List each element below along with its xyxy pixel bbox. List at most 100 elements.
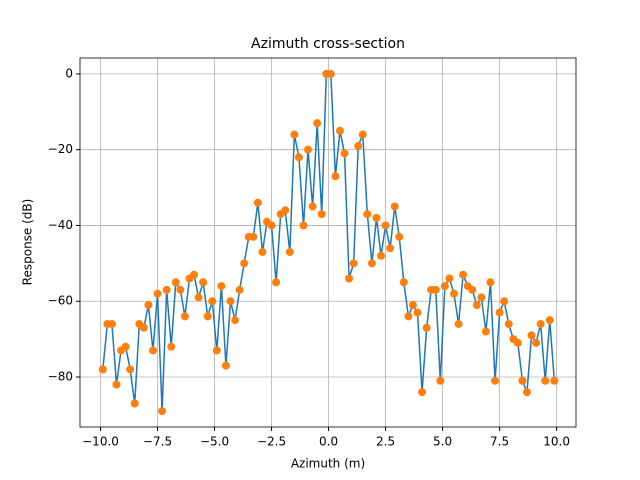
marker xyxy=(190,270,199,279)
marker xyxy=(126,365,135,374)
marker xyxy=(500,297,509,306)
plot-frame xyxy=(79,57,577,428)
x-tick-label: −7.5 xyxy=(143,435,172,449)
marker xyxy=(335,126,344,135)
marker xyxy=(449,289,458,298)
marker xyxy=(331,172,340,181)
x-tick-label: −2.5 xyxy=(257,435,286,449)
marker xyxy=(235,285,244,294)
marker xyxy=(176,285,185,294)
marker xyxy=(148,346,157,355)
marker xyxy=(212,346,221,355)
marker xyxy=(491,376,500,385)
marker xyxy=(481,327,490,336)
marker xyxy=(112,380,121,389)
marker xyxy=(258,247,267,256)
marker xyxy=(294,153,303,162)
marker xyxy=(377,251,386,260)
marker xyxy=(454,319,463,328)
marker xyxy=(486,278,495,287)
marker xyxy=(386,244,395,253)
marker xyxy=(358,130,367,139)
marker xyxy=(308,202,317,211)
marker xyxy=(468,285,477,294)
marker xyxy=(545,316,554,325)
marker xyxy=(326,69,335,78)
marker xyxy=(513,338,522,347)
marker xyxy=(167,342,176,351)
marker xyxy=(495,308,504,317)
chart-title: Azimuth cross-section xyxy=(251,36,405,52)
marker xyxy=(340,149,349,158)
marker xyxy=(313,119,322,128)
marker xyxy=(299,221,308,230)
marker xyxy=(98,365,107,374)
marker xyxy=(354,141,363,150)
marker xyxy=(226,297,235,306)
marker xyxy=(144,301,153,310)
marker xyxy=(381,221,390,230)
marker xyxy=(550,376,559,385)
marker xyxy=(345,274,354,283)
marker xyxy=(472,301,481,310)
x-tick-label: 10.0 xyxy=(543,435,570,449)
marker xyxy=(477,293,486,302)
x-tick-label: 0.0 xyxy=(319,435,338,449)
marker xyxy=(107,319,116,328)
y-tick-label: −60 xyxy=(48,294,73,308)
marker xyxy=(527,331,536,340)
marker xyxy=(162,285,171,294)
x-axis-label: Azimuth (m) xyxy=(291,457,365,471)
x-tick-label: −10.0 xyxy=(82,435,119,449)
marker xyxy=(304,145,313,154)
marker xyxy=(541,376,550,385)
y-tick-label: −80 xyxy=(48,369,73,383)
marker xyxy=(158,407,167,416)
marker xyxy=(413,308,422,317)
y-axis-label: Response (dB) xyxy=(21,199,35,286)
marker xyxy=(194,293,203,302)
marker xyxy=(518,376,527,385)
marker xyxy=(221,361,230,370)
marker xyxy=(418,388,427,397)
marker xyxy=(522,388,531,397)
marker xyxy=(395,232,404,241)
marker xyxy=(363,210,372,219)
marker xyxy=(249,232,258,241)
marker xyxy=(285,247,294,256)
x-tick-label: −5.0 xyxy=(200,435,229,449)
marker xyxy=(422,323,431,332)
marker xyxy=(217,282,226,291)
marker xyxy=(253,198,262,207)
marker xyxy=(399,278,408,287)
marker xyxy=(281,206,290,215)
marker xyxy=(203,312,212,321)
marker xyxy=(532,338,541,347)
marker xyxy=(317,210,326,219)
marker xyxy=(504,319,513,328)
marker xyxy=(272,278,281,287)
marker xyxy=(408,301,417,310)
marker xyxy=(208,297,217,306)
marker xyxy=(459,270,468,279)
marker xyxy=(290,130,299,139)
marker xyxy=(390,202,399,211)
marker xyxy=(153,289,162,298)
marker xyxy=(121,342,130,351)
marker xyxy=(536,319,545,328)
marker xyxy=(445,274,454,283)
y-tick-label: 0 xyxy=(65,66,73,80)
marker xyxy=(267,221,276,230)
marker xyxy=(231,316,240,325)
y-tick-label: −40 xyxy=(48,218,73,232)
marker xyxy=(436,376,445,385)
marker xyxy=(171,278,180,287)
x-tick-label: 7.5 xyxy=(490,435,509,449)
marker xyxy=(139,323,148,332)
marker xyxy=(240,259,249,268)
x-tick-label: 2.5 xyxy=(376,435,395,449)
x-tick-label: 5.0 xyxy=(433,435,452,449)
marker xyxy=(130,399,139,408)
marker xyxy=(199,278,208,287)
